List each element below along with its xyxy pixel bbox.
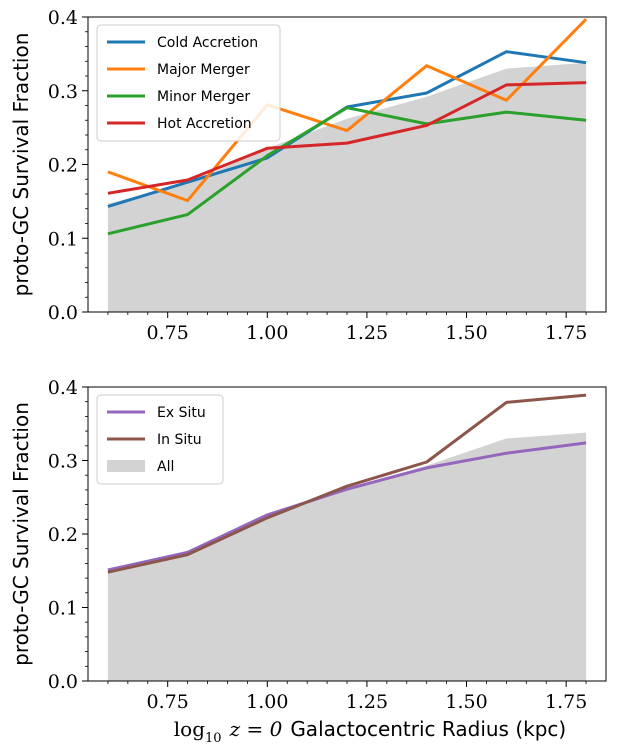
x-tick-label: 1.75 (545, 322, 587, 344)
x-tick-label: 0.75 (147, 322, 189, 344)
y-tick-label: 0.4 (48, 377, 78, 399)
legend-label: Major Merger (157, 62, 250, 78)
y-tick-label: 0.0 (48, 302, 78, 324)
y-tick-label: 0.2 (48, 524, 78, 546)
series-line-major-merger (107, 18, 588, 203)
y-tick-label: 0.3 (48, 81, 78, 103)
x-tick-label: 1.25 (346, 691, 388, 713)
x-tick-label: 1.25 (346, 322, 388, 344)
series-line-hot-accretion (107, 81, 587, 195)
x-axis-label-text: Galactocentric Radius (kpc) (290, 717, 566, 741)
x-axis-label-log: log (174, 717, 205, 741)
bottom-panel: 0.75 1.00 1.25 1.50 1.75 0.0 0.1 0.2 0.3 0.4 proto… (9, 377, 607, 713)
x-tick-label: 1.75 (545, 691, 587, 713)
x-tick-label: 0.75 (147, 691, 189, 713)
series-line-in-situ (107, 393, 587, 574)
y-tick-label: 0.1 (48, 598, 78, 620)
legend-label: Cold Accretion (157, 35, 258, 51)
top-panel: 0.75 1.00 1.25 1.50 1.75 0.0 0.1 0.2 0.3 0.4 proto… (9, 7, 607, 344)
x-axis-label-subscript: 10 (205, 731, 222, 745)
legend-label: Hot Accretion (157, 116, 252, 132)
area-fill (107, 62, 587, 313)
x-tick-label: 1.50 (445, 691, 487, 713)
y-tick-label: 0.0 (48, 671, 78, 693)
x-axis-label: log10 z = 0 Galactocentric Radius (kpc) (174, 717, 566, 745)
y-tick-label: 0.3 (48, 451, 78, 473)
y-tick-label: 0.2 (48, 155, 78, 177)
legend-label: All (157, 459, 174, 475)
area-fill (107, 432, 587, 681)
y-axis-label: proto-GC Survival Fraction (9, 33, 33, 297)
legend-box (96, 24, 281, 142)
series-line-ex-situ (107, 441, 587, 572)
x-tick-label: 1.50 (445, 322, 487, 344)
legend-swatch (107, 460, 145, 472)
y-tick-label: 0.1 (48, 228, 78, 250)
legend-label: In Situ (157, 432, 202, 448)
legend-label: Minor Merger (157, 89, 250, 105)
y-axis-label: proto-GC Survival Fraction (9, 402, 33, 666)
x-axis-label-math: z = 0 (229, 717, 283, 741)
x-tick-label: 1.00 (246, 691, 288, 713)
y-tick-label: 0.4 (48, 7, 78, 29)
x-tick-label: 1.00 (246, 322, 288, 344)
series-line-minor-merger (107, 106, 587, 236)
legend-label: Ex Situ (157, 405, 206, 421)
